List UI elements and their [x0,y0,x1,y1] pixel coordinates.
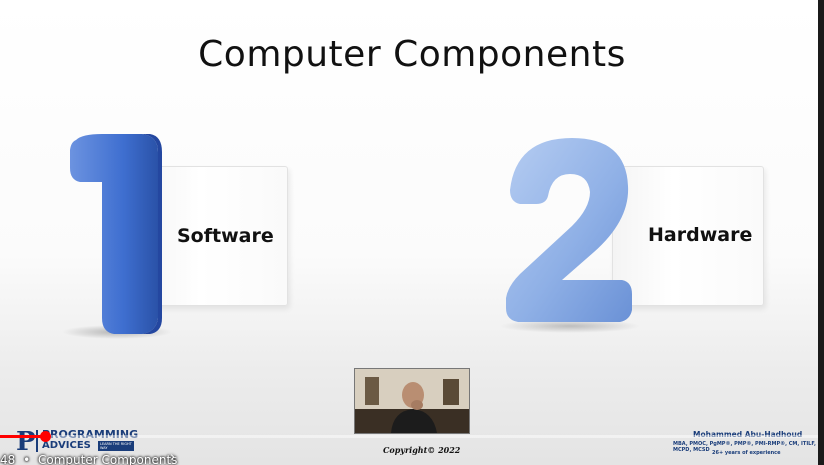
logo-top-text: PROGRAMMING [42,428,139,441]
logo-tag-text: LEARN THE RIGHT WAY [98,441,134,451]
programming-advices-logo-icon: P [16,427,38,456]
logo-bottom-text: ADVICES [42,440,91,451]
hardware-label: Hardware [648,224,753,246]
chapter-separator: • [23,453,31,465]
numeral-one-icon [62,134,172,339]
presenter-video [354,368,470,434]
programming-advices-logo: P PROGRAMMING ADVICES LEARN THE RIGHT WA… [16,426,142,456]
chapter-title: Computer Components [38,453,178,465]
progress-bar[interactable] [0,431,818,442]
copyright-text: Copyright© 2022 [383,445,461,455]
chapter-time: 48 [0,453,16,465]
svg-text:P: P [16,427,36,456]
window-edge [818,0,824,465]
presenter-video-icon [355,369,469,433]
software-card [140,166,288,306]
progress-scrubber[interactable] [40,431,51,442]
hardware-card [612,166,764,306]
progress-fill [0,435,45,438]
chapter-label[interactable]: 48 • Computer Components [0,453,177,465]
author-name: Mohammed Abu-Hadhoud [693,430,803,439]
numeral-two-icon [500,138,640,333]
software-label: Software [177,225,274,247]
author-experience: 26+ years of experience [712,450,781,456]
chevron-right-icon[interactable]: › [170,450,176,465]
slide-title: Computer Components [198,34,626,75]
author-credentials: MBA, PMOC, PgMP®, PMP®, PMI-RMP®, CM, IT… [673,441,816,453]
